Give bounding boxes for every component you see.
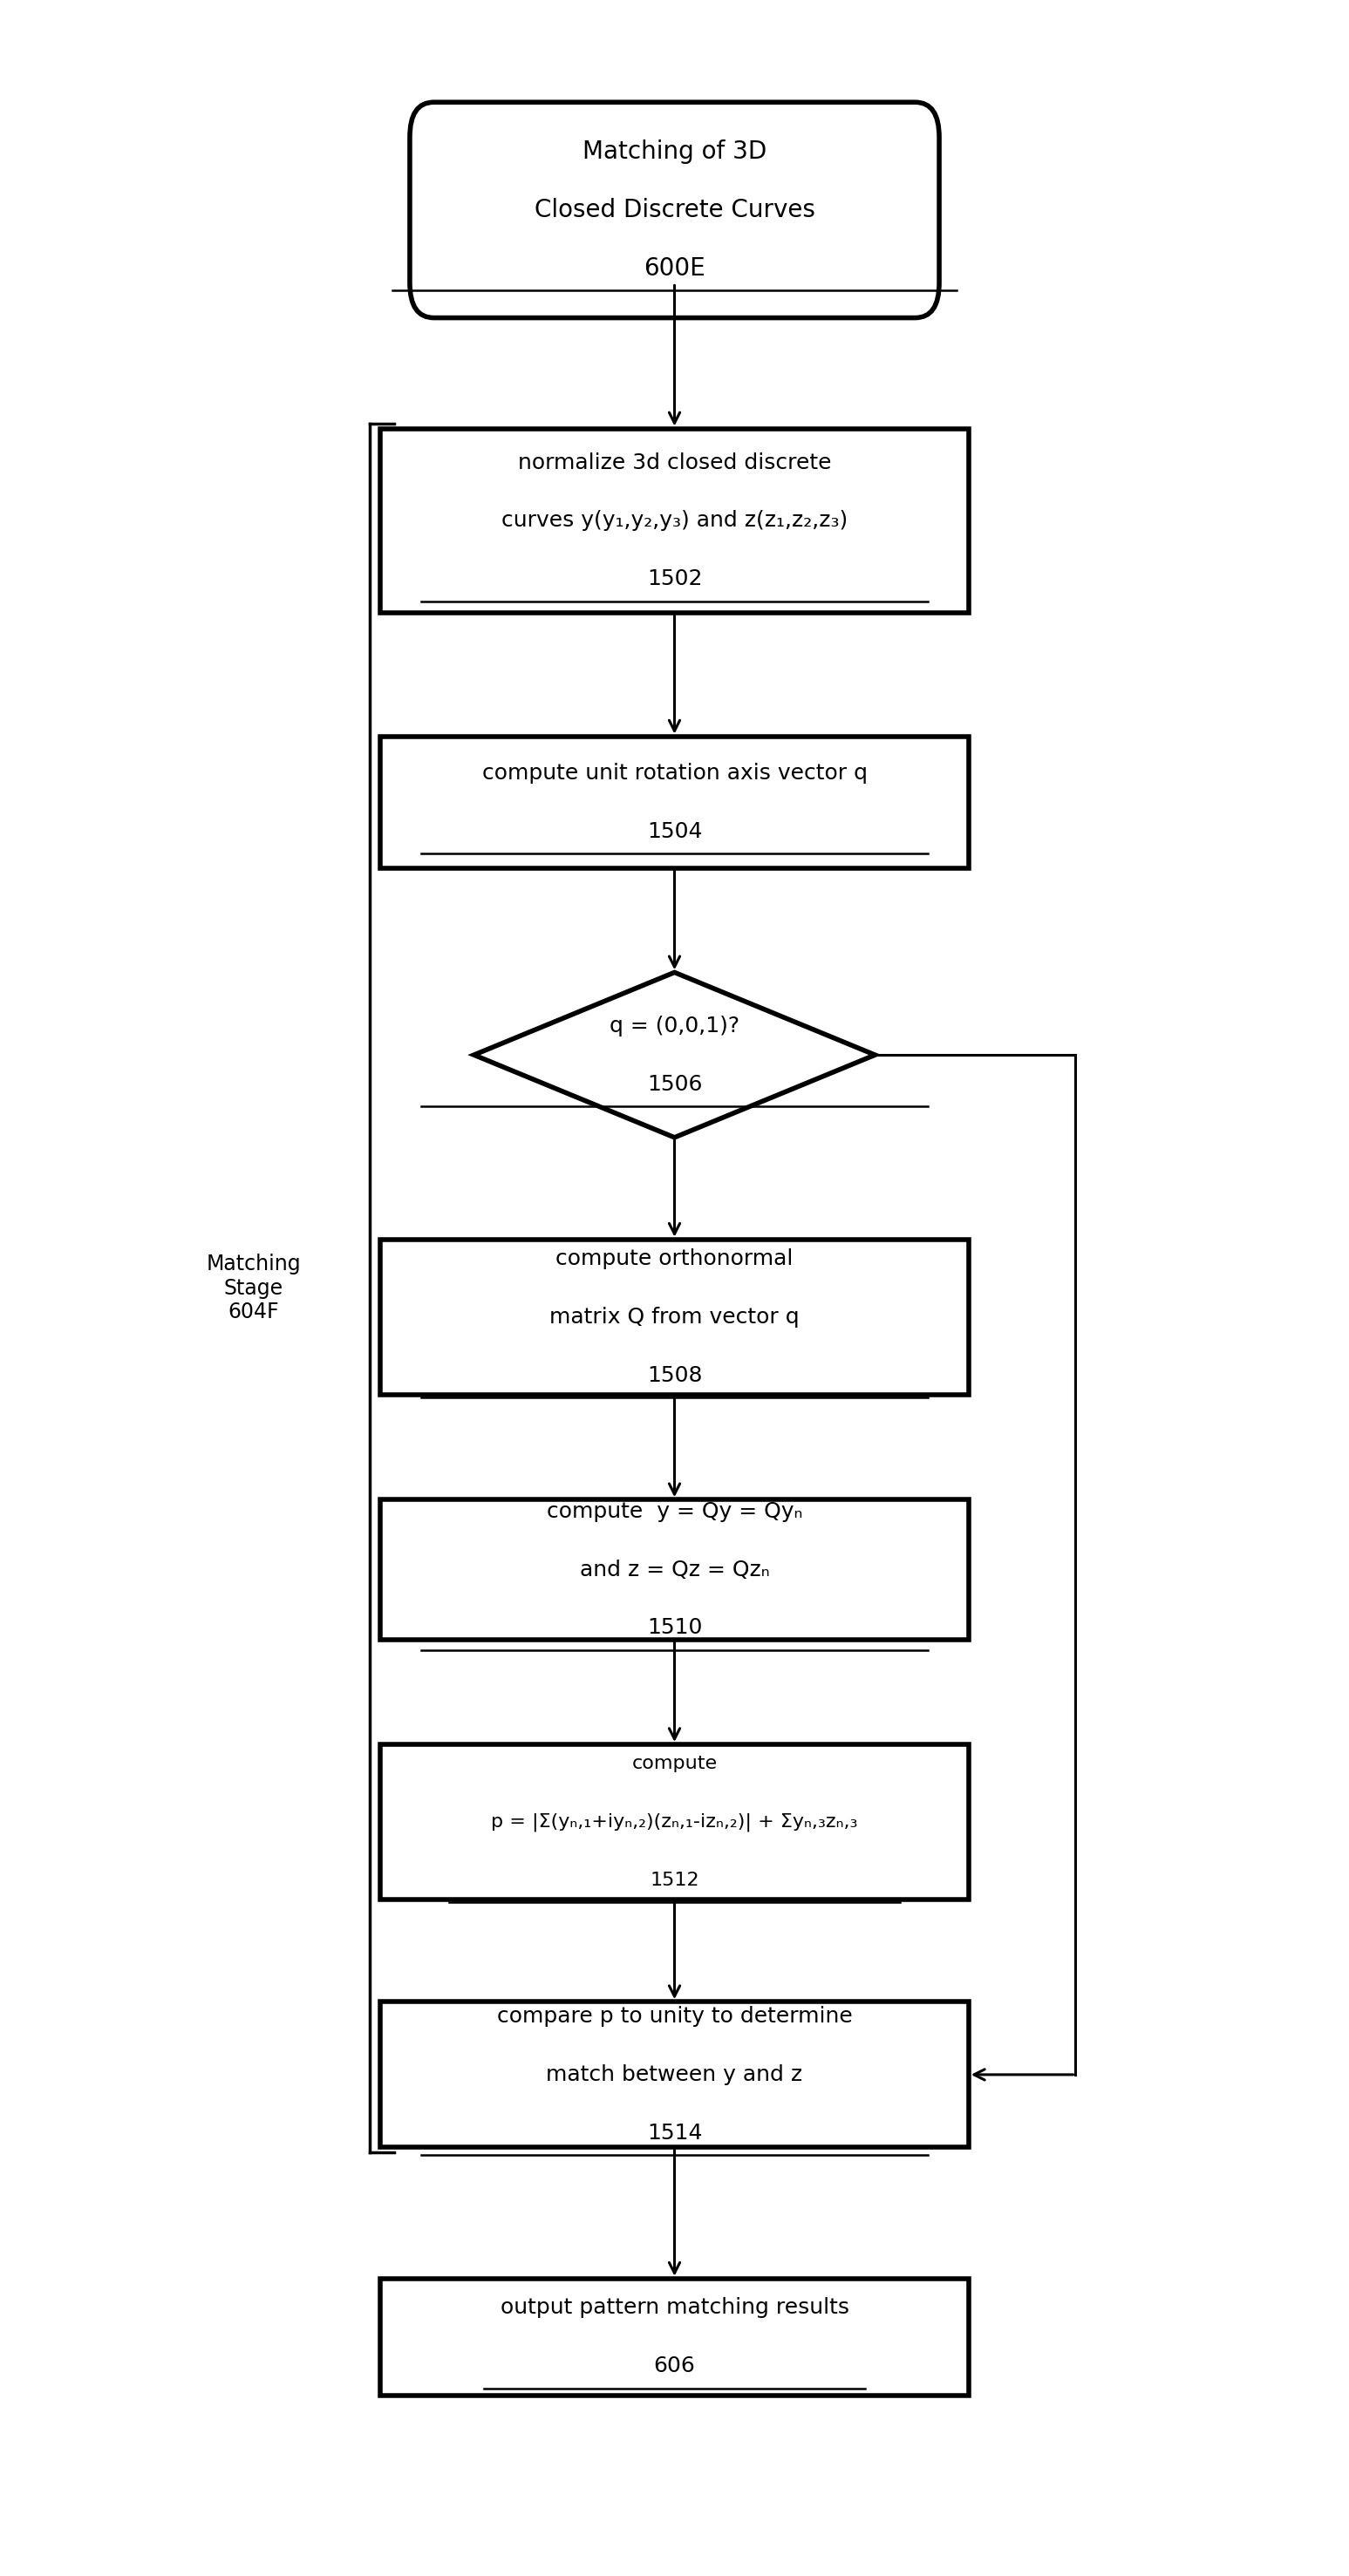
Text: compute unit rotation axis vector q: compute unit rotation axis vector q xyxy=(482,762,867,783)
Text: 1512: 1512 xyxy=(650,1873,699,1888)
Text: p = |Σ(yₙ,₁+iyₙ,₂)(zₙ,₁-izₙ,₂)| + Σyₙ,₃zₙ,₃: p = |Σ(yₙ,₁+iyₙ,₂)(zₙ,₁-izₙ,₂)| + Σyₙ,₃z… xyxy=(491,1814,858,1832)
Text: 1506: 1506 xyxy=(646,1074,703,1095)
Text: Matching
Stage
604F: Matching Stage 604F xyxy=(206,1255,301,1321)
Text: Closed Discrete Curves: Closed Discrete Curves xyxy=(534,198,815,222)
Text: compute  y = Qy = Qyₙ: compute y = Qy = Qyₙ xyxy=(546,1502,803,1522)
Text: 1510: 1510 xyxy=(648,1618,701,1638)
Text: 1502: 1502 xyxy=(646,569,703,590)
Text: and z = Qz = Qzₙ: and z = Qz = Qzₙ xyxy=(580,1558,769,1579)
Text: matrix Q from vector q: matrix Q from vector q xyxy=(549,1306,800,1327)
Text: normalize 3d closed discrete: normalize 3d closed discrete xyxy=(518,451,831,474)
Text: 600E: 600E xyxy=(643,255,706,281)
Text: compute: compute xyxy=(631,1754,718,1772)
Bar xyxy=(380,1744,969,1901)
Text: 606: 606 xyxy=(654,2354,695,2378)
Text: Matching of 3D: Matching of 3D xyxy=(583,139,766,165)
Bar xyxy=(380,1239,969,1394)
Bar xyxy=(380,2280,969,2396)
Text: 1508: 1508 xyxy=(646,1365,703,1386)
Text: compare p to unity to determine: compare p to unity to determine xyxy=(496,2007,853,2027)
Text: match between y and z: match between y and z xyxy=(546,2063,803,2084)
FancyBboxPatch shape xyxy=(410,103,939,317)
Text: 1504: 1504 xyxy=(646,822,703,842)
Text: 1514: 1514 xyxy=(646,2123,703,2143)
Text: output pattern matching results: output pattern matching results xyxy=(500,2298,849,2318)
Bar xyxy=(380,737,969,868)
Text: q = (0,0,1)?: q = (0,0,1)? xyxy=(610,1015,739,1036)
Bar xyxy=(380,1499,969,1638)
Text: curves y(y₁,y₂,y₃) and z(z₁,z₂,z₃): curves y(y₁,y₂,y₃) and z(z₁,z₂,z₃) xyxy=(502,510,847,531)
Polygon shape xyxy=(473,971,876,1139)
Text: compute orthonormal: compute orthonormal xyxy=(556,1249,793,1270)
Bar xyxy=(380,2002,969,2148)
Bar xyxy=(380,428,969,613)
